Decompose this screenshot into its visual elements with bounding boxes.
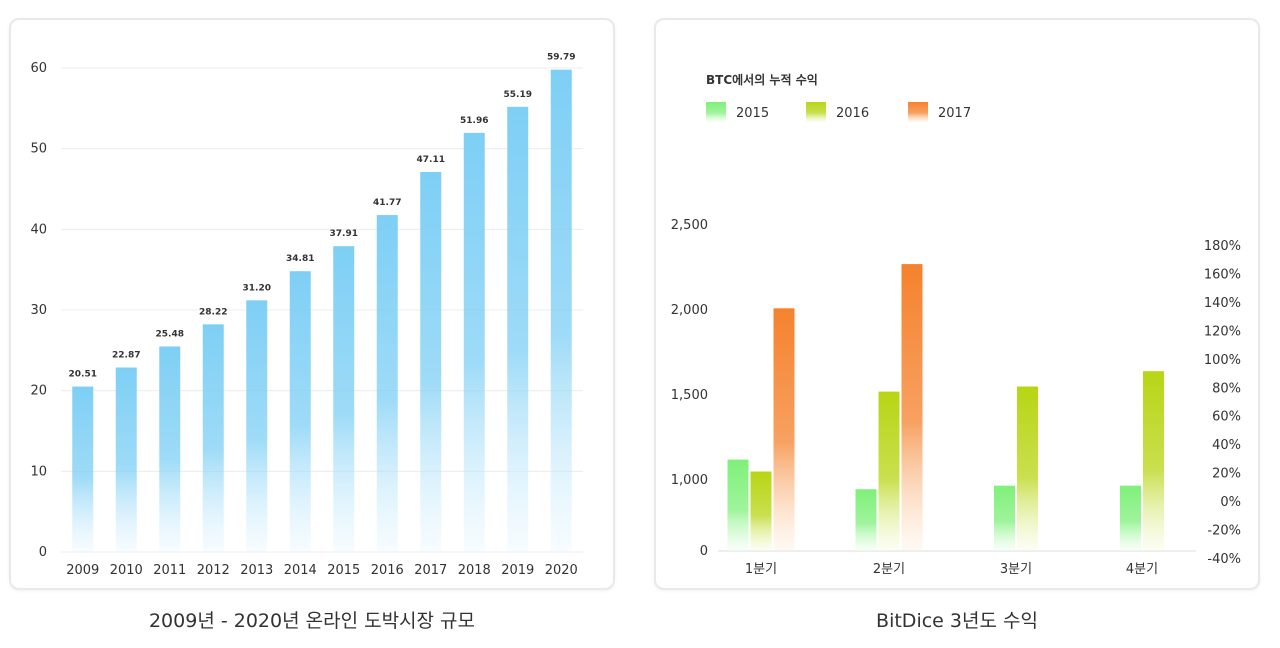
- bar: [289, 271, 311, 552]
- y-tick-label-right: -20%: [1207, 524, 1241, 539]
- x-tick-label: 2016: [371, 563, 404, 578]
- bar: [750, 471, 772, 551]
- data-label: 31.20: [243, 283, 271, 293]
- bar: [994, 485, 1015, 551]
- data-label: 51.96: [460, 116, 488, 126]
- bar: [246, 300, 268, 552]
- x-tick-label: 2014: [284, 563, 317, 578]
- y-tick-label: 10: [30, 464, 47, 479]
- left-chart-panel: 0 10 20 30 40 50 60 20.51 2009 22.87 2010 25.48 2011…: [9, 18, 615, 590]
- x-tick-label: 2013: [240, 563, 273, 578]
- data-label: 34.81: [286, 254, 314, 264]
- bar: [420, 171, 442, 552]
- y-tick-label: 30: [30, 303, 47, 318]
- y-tick-label-left: 0: [700, 544, 708, 559]
- bar: [507, 106, 529, 553]
- gambling-market-bar-chart: 0 10 20 30 40 50 60 20.51 2009 22.87 2010 25.48 2011…: [30, 53, 583, 578]
- bitdice-revenue-bar-chart: BTC에서의 누적 수익 2015 2016 2017 0 1,000 1,500 2,000…: [671, 72, 1241, 577]
- y-tick-label: 60: [30, 61, 47, 76]
- y-tick-label-left: 1,000: [671, 473, 708, 488]
- bar: [855, 489, 877, 551]
- y-tick-label-right: -40%: [1207, 552, 1241, 567]
- y-tick-label-right: 60%: [1212, 410, 1241, 425]
- legend-label: 2015: [736, 106, 769, 121]
- x-tick-label: 2017: [414, 563, 447, 578]
- y-tick-label: 40: [30, 222, 47, 237]
- x-tick-label: 3분기: [1000, 562, 1032, 577]
- data-label: 28.22: [199, 307, 227, 317]
- data-label: 25.48: [156, 329, 184, 339]
- x-tick-label: 2019: [501, 563, 534, 578]
- data-label: 55.19: [504, 90, 532, 100]
- y-tick-label-right: 40%: [1212, 438, 1241, 453]
- x-tick-label: 2011: [153, 563, 186, 578]
- data-label: 47.11: [417, 155, 445, 165]
- bar: [1120, 485, 1141, 551]
- y-tick-label-right: 20%: [1212, 467, 1241, 482]
- bar: [463, 132, 485, 552]
- legend-title: BTC에서의 누적 수익: [706, 72, 818, 87]
- x-tick-label: 2015: [327, 563, 360, 578]
- right-chart-caption: BitDice 3년도 수익: [876, 610, 1038, 632]
- right-chart-panel: BTC에서의 누적 수익 2015 2016 2017 0 1,000 1,500 2,000…: [654, 18, 1260, 590]
- y-tick-label-left: 1,500: [671, 388, 708, 403]
- data-label: 22.87: [112, 351, 140, 361]
- bar: [901, 264, 923, 551]
- y-tick-label-right: 140%: [1204, 296, 1241, 311]
- x-tick-label: 2분기: [873, 562, 905, 577]
- legend-label: 2016: [836, 106, 869, 121]
- legend-label: 2017: [938, 106, 971, 121]
- x-tick-label: 2010: [110, 563, 143, 578]
- bar: [115, 367, 137, 552]
- y-tick-label-right: 160%: [1204, 267, 1241, 282]
- data-label: 41.77: [373, 198, 401, 208]
- y-tick-label: 0: [39, 545, 47, 560]
- x-tick-label: 2018: [458, 563, 491, 578]
- legend-swatch: [706, 102, 726, 122]
- y-tick-label-right: 180%: [1204, 239, 1241, 254]
- bar: [773, 308, 795, 551]
- y-tick-label: 50: [30, 142, 47, 157]
- x-tick-label: 2020: [545, 563, 578, 578]
- y-tick-label-left: 2,000: [671, 303, 708, 318]
- bar: [1143, 371, 1164, 551]
- y-tick-label: 20: [30, 384, 47, 399]
- left-chart-caption: 2009년 - 2020년 온라인 도박시장 규모: [148, 610, 476, 632]
- data-label: 20.51: [69, 370, 97, 380]
- bar: [202, 324, 224, 552]
- legend-swatch: [806, 102, 826, 122]
- y-tick-label-right: 80%: [1212, 381, 1241, 396]
- x-tick-label: 1분기: [745, 562, 777, 577]
- legend-swatch: [908, 102, 928, 122]
- data-label: 37.91: [330, 229, 358, 239]
- y-tick-label-right: 100%: [1204, 353, 1241, 368]
- y-tick-label-right: 120%: [1204, 324, 1241, 339]
- bar: [1017, 386, 1038, 551]
- x-tick-label: 4분기: [1126, 562, 1158, 577]
- bar: [72, 386, 94, 552]
- bar: [727, 459, 749, 551]
- bar: [550, 69, 572, 552]
- y-tick-label-left: 2,500: [671, 218, 708, 233]
- bar: [878, 391, 900, 551]
- bar: [333, 246, 355, 552]
- bar: [376, 215, 398, 552]
- y-tick-label-right: 0%: [1220, 495, 1241, 510]
- x-tick-label: 2009: [66, 563, 99, 578]
- bar: [159, 346, 181, 552]
- x-tick-label: 2012: [197, 563, 230, 578]
- data-label: 59.79: [547, 53, 575, 63]
